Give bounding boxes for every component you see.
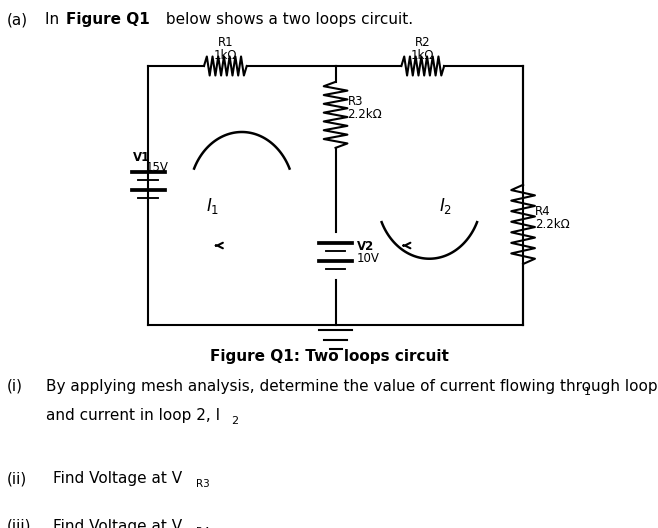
Text: and current in loop 2, I: and current in loop 2, I <box>46 408 220 423</box>
Text: (ii): (ii) <box>7 472 27 486</box>
Text: R4: R4 <box>535 205 551 218</box>
Text: 1kΩ: 1kΩ <box>214 49 237 62</box>
Text: $I_1$: $I_1$ <box>205 196 219 216</box>
Text: V1: V1 <box>133 151 150 164</box>
Text: Find Voltage at V: Find Voltage at V <box>53 519 182 528</box>
Text: Figure Q1: Two loops circuit: Figure Q1: Two loops circuit <box>209 349 449 364</box>
Text: (i): (i) <box>7 379 22 394</box>
Text: 2.2kΩ: 2.2kΩ <box>535 218 570 231</box>
Text: $I_2$: $I_2$ <box>440 196 452 216</box>
Text: (a): (a) <box>7 12 28 27</box>
Text: below shows a two loops circuit.: below shows a two loops circuit. <box>161 12 413 27</box>
Text: Find Voltage at V: Find Voltage at V <box>53 472 182 486</box>
Text: By applying mesh analysis, determine the value of current flowing through loop 1: By applying mesh analysis, determine the… <box>46 379 658 394</box>
Text: (iii): (iii) <box>7 519 31 528</box>
Text: 10V: 10V <box>357 252 380 265</box>
Text: R3: R3 <box>347 95 363 108</box>
Text: Figure Q1: Figure Q1 <box>66 12 149 27</box>
Text: V2: V2 <box>357 240 374 253</box>
Text: R3: R3 <box>196 479 210 489</box>
Text: R1: R1 <box>218 36 233 49</box>
Text: 1kΩ: 1kΩ <box>411 49 434 62</box>
Text: 2: 2 <box>231 416 238 426</box>
Text: In: In <box>45 12 64 27</box>
Text: 1: 1 <box>584 387 592 397</box>
Text: R4: R4 <box>196 527 210 528</box>
Text: 15V: 15V <box>146 161 169 174</box>
Text: 2.2kΩ: 2.2kΩ <box>347 108 382 121</box>
Text: R2: R2 <box>415 36 430 49</box>
